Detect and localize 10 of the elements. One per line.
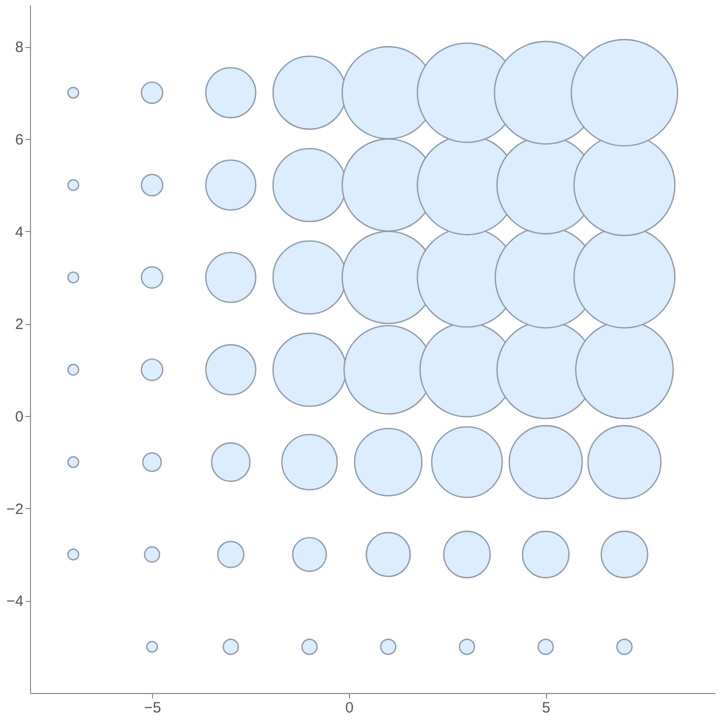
y-tick-label: 6 bbox=[15, 131, 24, 148]
y-tick-label: 2 bbox=[15, 316, 24, 334]
y-tick-label: −4 bbox=[6, 593, 24, 610]
x-tick-label: 5 bbox=[542, 700, 550, 716]
y-tick-label: 0 bbox=[15, 408, 24, 426]
y-tick-label: −2 bbox=[6, 500, 24, 518]
x-tick-label: 0 bbox=[345, 700, 354, 716]
x-tick-label: −5 bbox=[144, 700, 162, 716]
y-tick-label: 4 bbox=[15, 224, 24, 241]
y-tick-label: 8 bbox=[15, 39, 24, 56]
